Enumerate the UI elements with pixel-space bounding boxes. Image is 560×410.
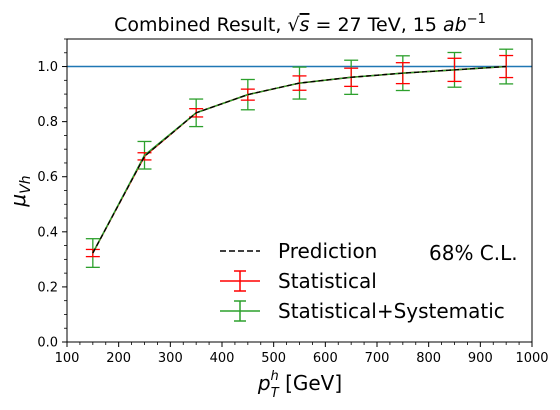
y-tick-label-1: 0.2: [37, 280, 58, 295]
x-tick-label-900: 900: [468, 351, 493, 366]
legend-label-prediction: Prediction: [278, 239, 377, 263]
title-prefix: Combined Result,: [114, 14, 287, 36]
title-sqrt-arg: s: [300, 14, 310, 36]
x-tick-label-300: 300: [158, 351, 183, 366]
title-lumi-exp: −1: [467, 12, 486, 27]
x-axis-title-unit: [GeV]: [279, 371, 342, 395]
legend-item-statistical-systematic: Statistical+Systematic: [220, 299, 505, 323]
y-axis-title-base: μ: [6, 194, 30, 208]
y-tick-label-3: 0.6: [37, 170, 58, 185]
series-line-prediction: [92, 65, 507, 254]
x-tick-label-800: 800: [416, 351, 441, 366]
x-axis-title-base: p: [257, 371, 271, 395]
confidence-level-annotation: 68% C.L.: [429, 241, 518, 265]
y-tick-label-4: 0.8: [37, 115, 58, 130]
data-layer: [85, 48, 514, 269]
chart-title: Combined Result, √s = 27 TeV, 15 ab−1: [114, 12, 486, 36]
x-tick-label-1000: 1000: [515, 351, 548, 366]
x-axis-title: ph T [GeV]: [257, 369, 342, 401]
x-axis-title-sup: h: [271, 369, 279, 384]
x-tick-label-400: 400: [210, 351, 235, 366]
legend-label-statistical-systematic: Statistical+Systematic: [278, 299, 505, 323]
x-tick-label-500: 500: [261, 351, 286, 366]
y-tick-label-2: 0.4: [37, 225, 58, 240]
x-tick-label-200: 200: [106, 351, 131, 366]
legend-item-prediction: Prediction: [220, 239, 377, 263]
title-sqrt-symbol: √: [287, 14, 300, 36]
axes-layer: 100 200 300 400 500 600 700 800 900 1000 0.0 0.2 0.4…: [37, 38, 549, 366]
legend-item-statistical: Statistical: [220, 269, 377, 293]
x-axis-title-sub: T: [271, 386, 280, 401]
title-energy: = 27 TeV, 15: [309, 14, 443, 36]
x-tick-label-700: 700: [365, 351, 390, 366]
x-tick-label-100: 100: [55, 351, 80, 366]
legend: Prediction Statistical Statistical+Syste…: [220, 239, 505, 323]
y-tick-label-0: 0.0: [37, 336, 58, 351]
x-tick-label-600: 600: [313, 351, 338, 366]
y-axis-title: μVh: [6, 175, 34, 207]
y-tick-label-5: 1.0: [37, 60, 58, 75]
legend-label-statistical: Statistical: [278, 269, 377, 293]
title-lumi-unit: ab: [443, 14, 467, 36]
y-axis-title-sub: Vh: [18, 175, 34, 193]
